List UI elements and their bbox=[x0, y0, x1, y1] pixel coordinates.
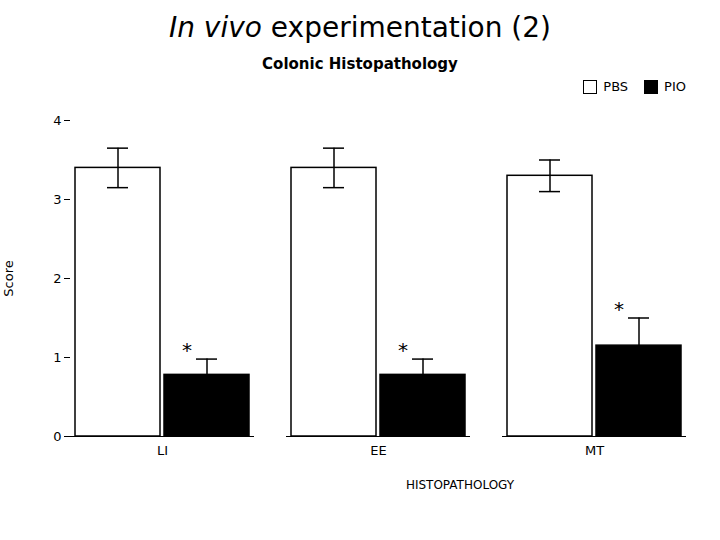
svg-text:*: * bbox=[182, 338, 192, 362]
svg-text:MT: MT bbox=[585, 443, 604, 458]
svg-text:EE: EE bbox=[370, 443, 386, 458]
svg-text:*: * bbox=[398, 338, 408, 362]
svg-text:4: 4 bbox=[53, 113, 61, 128]
svg-text:Score: Score bbox=[1, 260, 16, 296]
html-text:In vivo experimentation (2): In vivo experimentation (2) bbox=[169, 11, 551, 44]
svg-text:*: * bbox=[614, 297, 624, 321]
svg-text:3: 3 bbox=[53, 192, 61, 207]
html-text:PBS: PBS bbox=[603, 79, 629, 94]
svg-text:0: 0 bbox=[53, 429, 61, 444]
html-text:Colonic Histopathology: Colonic Histopathology bbox=[262, 55, 458, 73]
html-text:PIO: PIO bbox=[664, 79, 686, 94]
svg-text:LI: LI bbox=[157, 443, 168, 458]
html-text:HISTOPATHOLOGY: HISTOPATHOLOGY bbox=[405, 478, 515, 492]
svg-text:1: 1 bbox=[53, 350, 61, 365]
svg-text:2: 2 bbox=[53, 271, 61, 286]
